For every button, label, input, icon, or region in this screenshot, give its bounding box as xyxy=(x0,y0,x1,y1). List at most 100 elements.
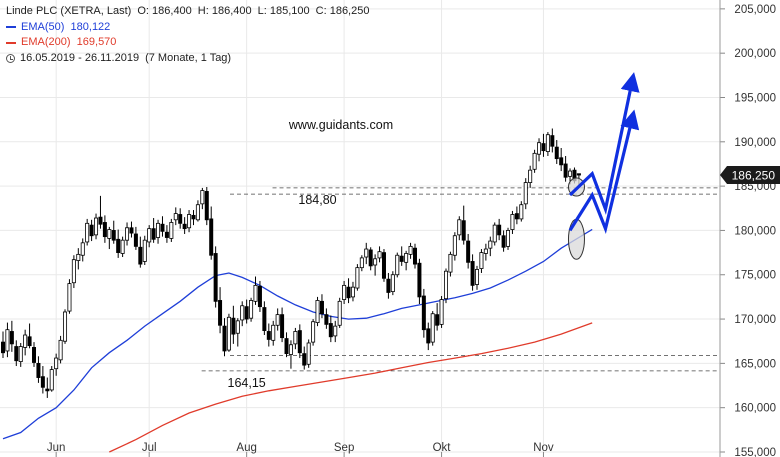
y-tick-label: 200,000 xyxy=(734,48,776,60)
candle-body xyxy=(235,320,240,334)
candle-body xyxy=(452,235,457,256)
candle-body xyxy=(350,286,355,298)
candle xyxy=(271,320,276,346)
ema50-label: EMA(50) xyxy=(21,20,65,33)
candle-body xyxy=(311,321,316,343)
candle-body xyxy=(510,214,515,230)
candle xyxy=(377,246,382,263)
candle-body xyxy=(568,170,573,177)
candle xyxy=(120,236,125,258)
candle xyxy=(497,218,502,241)
candle-body xyxy=(421,295,426,331)
candle-body xyxy=(426,328,431,344)
candle xyxy=(240,301,245,327)
candle xyxy=(275,308,280,331)
candle xyxy=(342,280,347,304)
candle xyxy=(9,320,14,352)
candle-body xyxy=(302,353,307,366)
candle-body xyxy=(457,219,462,236)
candle xyxy=(98,195,103,229)
candle xyxy=(235,318,240,347)
candle xyxy=(40,366,45,394)
candle xyxy=(173,207,178,226)
candle xyxy=(448,251,453,277)
candle-body xyxy=(492,224,497,243)
x-tick-label: Sep xyxy=(334,442,354,454)
candle-body xyxy=(5,329,10,352)
candle-body xyxy=(346,286,351,299)
watermark: www.guidants.com xyxy=(288,118,393,132)
x-tick-label: Nov xyxy=(533,442,554,454)
candle-body xyxy=(519,204,524,220)
candle xyxy=(506,227,511,250)
candle-body xyxy=(231,317,236,335)
high-label: H: xyxy=(197,5,209,17)
candle xyxy=(213,246,218,308)
candle xyxy=(430,311,435,346)
candle-body xyxy=(408,245,413,255)
candle xyxy=(218,287,223,334)
candle-body xyxy=(528,169,533,183)
candle xyxy=(417,258,422,304)
candle-body xyxy=(45,388,50,392)
candle xyxy=(67,279,72,314)
period-range: 16.05.2019 - 26.11.2019 xyxy=(20,51,140,64)
candle-body xyxy=(9,331,14,345)
x-tick-label: Okt xyxy=(433,442,452,454)
candle xyxy=(262,301,267,336)
candle xyxy=(297,324,302,359)
candle-body xyxy=(187,214,192,229)
candle xyxy=(315,296,320,327)
ema50-value: 180,122 xyxy=(70,20,111,33)
candle xyxy=(390,271,395,296)
candle xyxy=(280,307,285,343)
candle xyxy=(311,319,316,346)
candle xyxy=(222,318,227,357)
candle-body xyxy=(178,214,183,224)
ema200-value: 169,570 xyxy=(76,36,117,48)
candle-body xyxy=(448,253,453,273)
candle xyxy=(284,332,289,358)
candle xyxy=(169,218,174,242)
candle-body xyxy=(497,224,502,236)
candle-body xyxy=(368,249,373,267)
y-tick-label: 175,000 xyxy=(734,270,776,282)
candle-body xyxy=(129,227,134,234)
candle-body xyxy=(257,285,262,308)
candle xyxy=(537,138,542,162)
candle xyxy=(138,236,143,268)
candle-body xyxy=(342,284,347,300)
candle xyxy=(107,226,112,250)
y-tick-label: 155,000 xyxy=(734,447,776,457)
candle-body xyxy=(54,357,59,370)
candle xyxy=(523,178,528,210)
candle-body xyxy=(306,342,311,365)
x-tick-label: Aug xyxy=(236,442,256,454)
candle-body xyxy=(488,240,493,249)
candle xyxy=(116,229,121,258)
candle-body xyxy=(435,314,440,326)
candle-body xyxy=(443,270,448,300)
candle xyxy=(147,225,152,248)
candle xyxy=(501,230,506,252)
candle xyxy=(408,242,413,259)
candle-body xyxy=(537,142,542,155)
last-price-tag: 186,250 xyxy=(720,166,780,185)
candle-body xyxy=(209,218,214,256)
candle-body xyxy=(355,267,360,289)
legend-ema200: EMA(200) 169,570 xyxy=(6,35,369,51)
candle xyxy=(319,294,324,319)
y-tick-label: 160,000 xyxy=(734,403,776,415)
candle-body xyxy=(85,222,90,243)
candle xyxy=(466,233,471,269)
candle xyxy=(85,218,90,246)
candle-body xyxy=(80,242,85,256)
candle-body xyxy=(297,330,302,354)
candle-body xyxy=(147,228,152,243)
candle-body xyxy=(559,157,564,166)
candle xyxy=(443,268,448,304)
candle-body xyxy=(554,146,559,160)
candle xyxy=(483,243,488,261)
candle xyxy=(333,320,338,343)
candle xyxy=(554,140,559,164)
